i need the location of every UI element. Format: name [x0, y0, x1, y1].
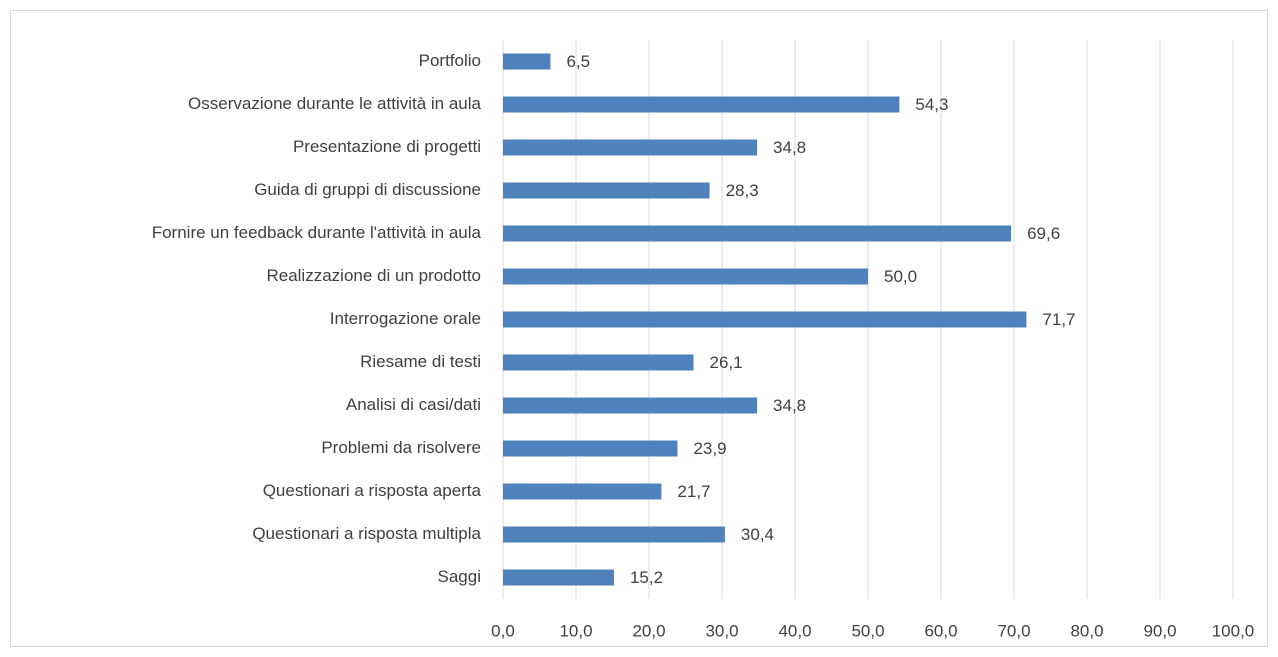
x-tick-label: 60,0: [924, 621, 957, 640]
bar: [503, 53, 551, 70]
data-label: 28,3: [726, 181, 759, 200]
bar: [503, 483, 662, 500]
x-tick-label: 20,0: [632, 621, 665, 640]
bar: [503, 397, 758, 414]
bar: [503, 225, 1012, 242]
y-tick-label: Riesame di testi: [360, 352, 481, 371]
bar: [503, 182, 710, 199]
bar: [503, 569, 614, 586]
bar: [503, 96, 900, 113]
y-tick-label: Interrogazione orale: [330, 309, 481, 328]
data-label: 6,5: [566, 52, 590, 71]
x-tick-label: 90,0: [1143, 621, 1176, 640]
data-label: 54,3: [915, 95, 948, 114]
x-tick-label: 30,0: [705, 621, 738, 640]
y-tick-label: Problemi da risolvere: [321, 438, 481, 457]
bar: [503, 354, 694, 371]
x-tick-label: 40,0: [778, 621, 811, 640]
data-label: 21,7: [677, 482, 710, 501]
data-label: 26,1: [710, 353, 743, 372]
y-tick-label: Saggi: [438, 567, 481, 586]
y-tick-label: Fornire un feedback durante l'attività i…: [152, 223, 482, 242]
bar: [503, 268, 868, 285]
data-label: 23,9: [693, 439, 726, 458]
data-label: 30,4: [741, 525, 774, 544]
y-tick-label: Portfolio: [419, 51, 481, 70]
y-tick-label: Questionari a risposta aperta: [263, 481, 482, 500]
bar: [503, 526, 725, 543]
data-label: 50,0: [884, 267, 917, 286]
bar: [503, 311, 1027, 328]
x-tick-label: 0,0: [491, 621, 515, 640]
y-tick-label: Realizzazione di un prodotto: [266, 266, 481, 285]
x-tick-label: 70,0: [997, 621, 1030, 640]
y-tick-label: Guida di gruppi di discussione: [254, 180, 481, 199]
x-tick-label: 50,0: [851, 621, 884, 640]
bar: [503, 139, 758, 156]
x-tick-label: 100,0: [1212, 621, 1255, 640]
y-tick-label: Analisi di casi/dati: [346, 395, 481, 414]
data-label: 71,7: [1042, 310, 1075, 329]
data-label: 15,2: [630, 568, 663, 587]
data-label: 34,8: [773, 396, 806, 415]
y-tick-label: Presentazione di progetti: [293, 137, 481, 156]
x-tick-label: 10,0: [559, 621, 592, 640]
x-tick-label: 80,0: [1070, 621, 1103, 640]
y-tick-label: Questionari a risposta multipla: [252, 524, 481, 543]
y-tick-label: Osservazione durante le attività in aula: [188, 94, 481, 113]
data-label: 34,8: [773, 138, 806, 157]
bar: [503, 440, 678, 457]
data-label: 69,6: [1027, 224, 1060, 243]
